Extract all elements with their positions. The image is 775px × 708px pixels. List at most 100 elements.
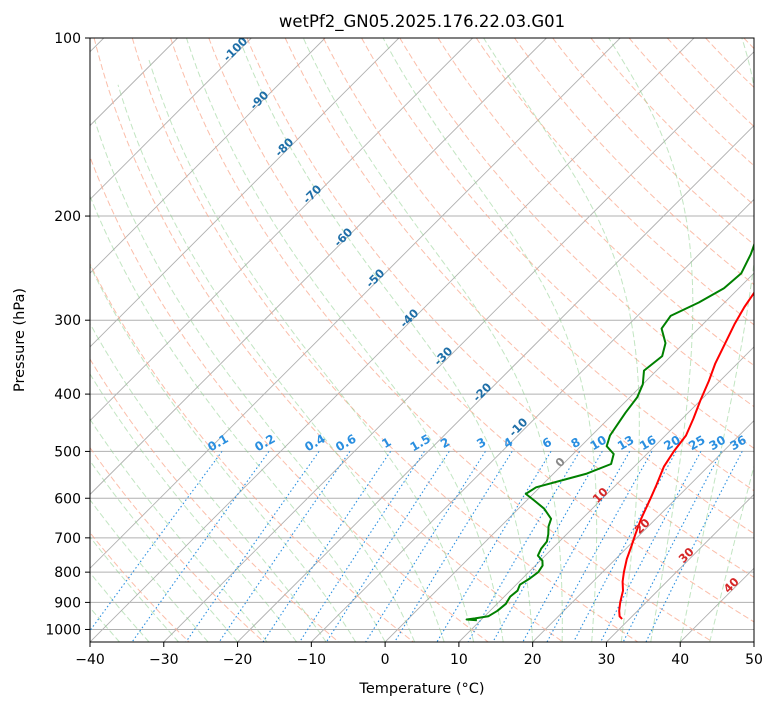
x-tick-label: −30: [149, 652, 179, 668]
mixing-ratio-label: 6: [540, 435, 554, 451]
isotherm-line: [753, 641, 754, 642]
dry-adiabat-line: [437, 38, 754, 367]
mixing-ratio-line: [622, 451, 722, 642]
moist-adiabat-line: [709, 464, 754, 642]
isotherm-line: [90, 38, 400, 348]
x-tick-label: 20: [524, 652, 542, 668]
mixing-ratio-line: [522, 451, 631, 642]
adiabat-label: 0: [552, 454, 568, 470]
moist-adiabat-line: [302, 38, 563, 642]
mixing-ratio-line: [262, 451, 392, 642]
moist-adiabat-line: [90, 194, 386, 642]
mixing-ratio-label: 13: [615, 433, 636, 453]
moist-adiabat-line: [94, 120, 416, 642]
mixing-ratio-line: [185, 451, 320, 642]
dry-adiabat-line: [514, 38, 754, 286]
mixing-ratio-line: [546, 451, 653, 642]
moist-adiabat-line: [90, 571, 150, 642]
isotherm-line: [163, 51, 754, 642]
isotherm-line: [237, 124, 754, 642]
y-tick-label: 200: [54, 209, 81, 225]
isotherm-line: [311, 198, 754, 642]
moist-adiabat-line: [608, 38, 694, 642]
x-tick-label: 10: [450, 652, 468, 668]
dry-adiabat-line: [170, 38, 713, 642]
dry-adiabat-line: [90, 446, 265, 642]
mixing-ratio-line: [131, 451, 270, 642]
adiabat-label: -90: [247, 88, 272, 113]
isotherm-line: [90, 38, 547, 496]
dry-adiabat-line: [475, 38, 754, 326]
y-tick-label: 100: [54, 31, 81, 47]
mixing-ratio-label: 8: [568, 435, 582, 451]
adiabat-label: 10: [590, 485, 611, 506]
mixing-ratio-line: [90, 451, 223, 632]
isotherm-line: [90, 38, 326, 274]
mixing-ratio-line: [365, 451, 486, 642]
moist-adiabat-line: [90, 499, 209, 642]
dry-adiabat-line: [743, 38, 754, 50]
mixing-ratio-label: 25: [686, 433, 707, 453]
isotherm-line: [532, 420, 754, 642]
moist-adiabat-line: [147, 57, 475, 642]
adiabat-label: -60: [331, 225, 356, 250]
adiabat-label: -80: [272, 135, 297, 160]
isotherm-line: [90, 38, 695, 642]
moist-adiabat-line: [185, 38, 504, 642]
mixing-ratio-label: 16: [637, 433, 658, 453]
dry-adiabat-line: [590, 38, 754, 206]
y-tick-label: 400: [54, 387, 81, 403]
mixing-ratio-label: 1: [379, 435, 393, 451]
moist-adiabat-line: [238, 38, 534, 642]
dry-adiabat-line: [90, 531, 190, 642]
isotherm-line: [458, 346, 754, 642]
moist-adiabat-line: [382, 38, 598, 642]
background-lines: [90, 38, 754, 642]
isotherm-line: [90, 38, 621, 569]
x-tick-label: −40: [75, 652, 105, 668]
mixing-ratio-line: [436, 451, 552, 642]
dry-adiabat-line: [705, 38, 754, 89]
x-tick-label: 30: [598, 652, 616, 668]
plot-frame: [89, 37, 755, 643]
y-tick-label: 1000: [45, 622, 81, 638]
dry-adiabat-line: [90, 155, 489, 642]
adiabat-label: -70: [300, 182, 325, 207]
mixing-ratio-line: [600, 451, 702, 642]
chart-title: wetPf2_GN05.2025.176.22.03.G01: [279, 12, 565, 32]
y-tick-label: 500: [54, 444, 81, 460]
moist-adiabat-line: [90, 322, 327, 642]
moist-adiabat-line: [90, 536, 179, 642]
mixing-ratio-line: [325, 451, 450, 642]
dry-adiabat-line: [131, 38, 639, 642]
mixing-ratio-label: 3: [474, 435, 488, 451]
mixing-ratio-line: [573, 451, 677, 642]
isotherm-line: [90, 38, 252, 200]
isotherm-line: [606, 493, 754, 642]
x-tick-label: −10: [297, 652, 327, 668]
isotherm-line: [90, 38, 473, 422]
adiabat-label: -40: [397, 306, 422, 331]
adiabat-label: -50: [363, 266, 388, 291]
x-tick-label: 0: [381, 652, 390, 668]
moist-adiabat-line: [90, 459, 238, 642]
mixing-ratio-line: [467, 451, 581, 642]
y-tick-label: 800: [54, 565, 81, 581]
x-tick-label: −20: [223, 652, 253, 668]
y-tick-label: 900: [54, 595, 81, 611]
dry-adiabat-line: [246, 38, 754, 578]
profile-lines: [465, 242, 754, 622]
moist-adiabat-line: [90, 264, 357, 642]
dry-adiabat-line: [628, 38, 754, 167]
adiabat-label: -20: [470, 380, 495, 405]
mixing-ratio-line: [492, 451, 603, 642]
temperature-line: [618, 291, 754, 620]
adiabat-label: 30: [676, 545, 697, 566]
y-tick-label: 300: [54, 313, 81, 329]
isotherm-line: [384, 272, 754, 642]
adiabat-label: -100: [220, 34, 250, 64]
moist-adiabat-line: [90, 373, 298, 642]
y-axis-title: Pressure (hPa): [12, 288, 28, 392]
dry-adiabat-line: [93, 38, 564, 642]
